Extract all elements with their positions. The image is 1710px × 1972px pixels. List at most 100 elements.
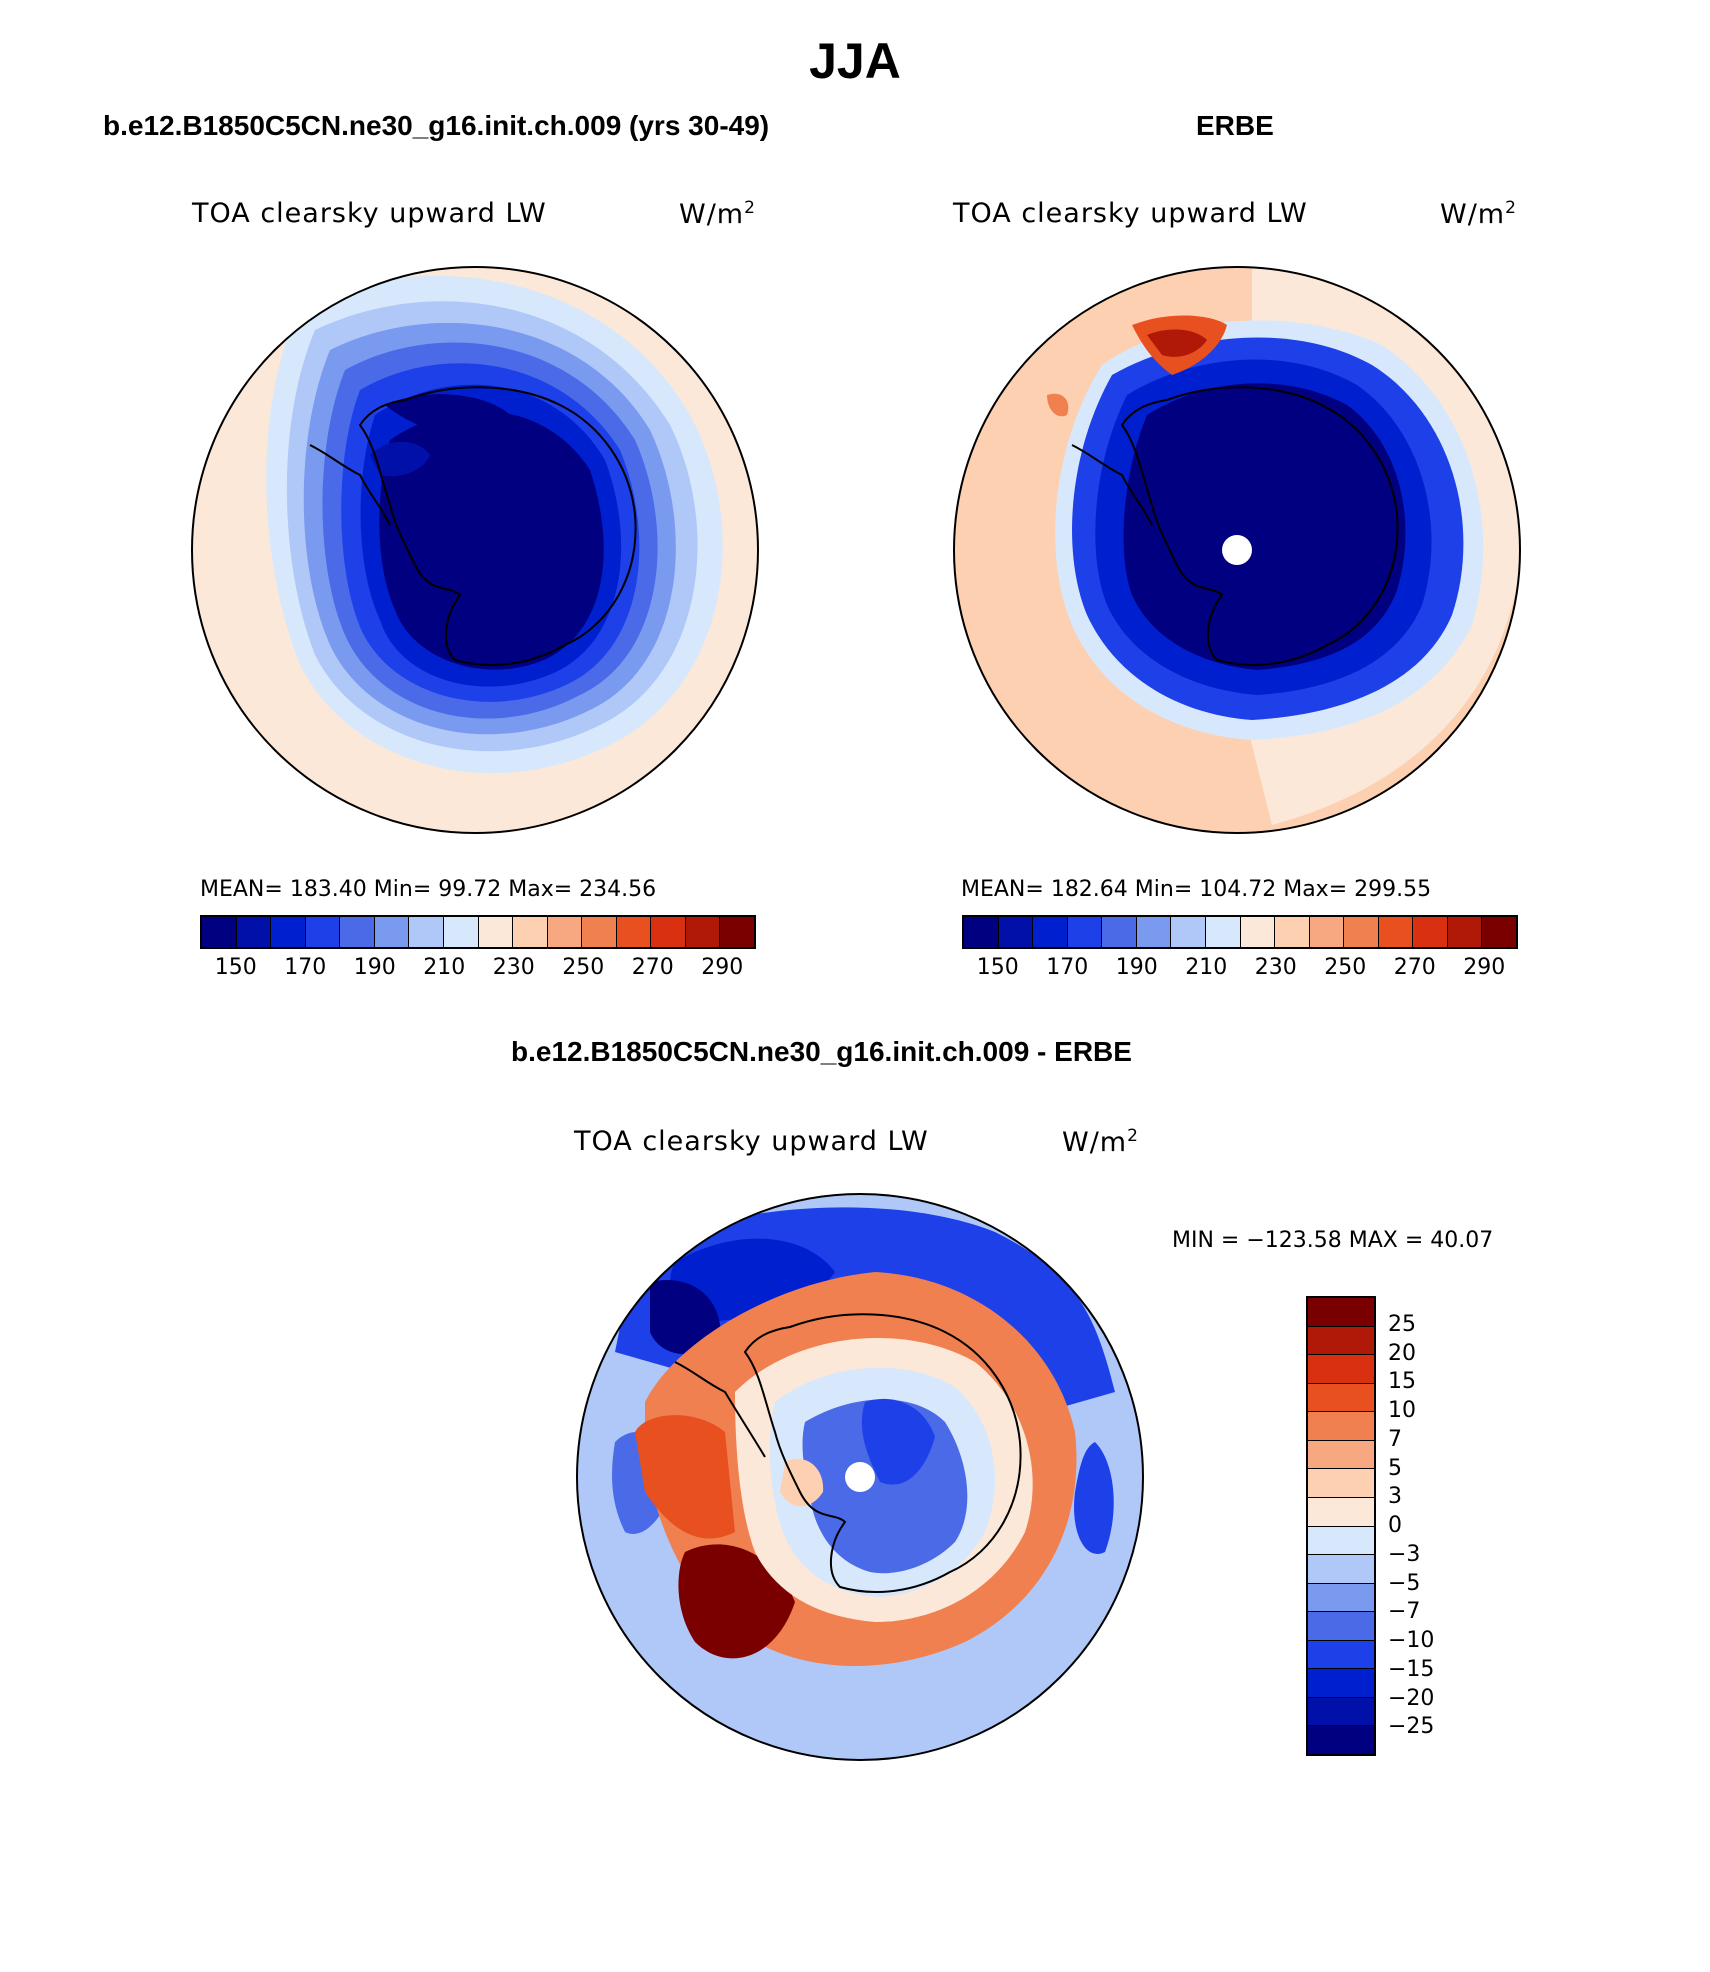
colorbar-tick-label: 270 xyxy=(631,955,674,980)
colorbar-box xyxy=(1344,917,1379,947)
colorbar-box xyxy=(1308,1411,1374,1440)
colorbar-box xyxy=(720,917,754,947)
colorbar-tick-label: 25 xyxy=(1388,1311,1416,1337)
colorbar-tick-label: −7 xyxy=(1388,1599,1421,1625)
colorbar-box xyxy=(1378,917,1414,947)
colorbar-box xyxy=(1102,917,1137,947)
obs-colorbar xyxy=(962,915,1518,949)
colorbar-tick-label: 270 xyxy=(1393,955,1436,980)
colorbar-tick-label: 15 xyxy=(1388,1369,1416,1395)
model-colorbar-ticks: 150 170 190 210 230 250 270 290 xyxy=(200,955,756,985)
obs-stats: MEAN= 182.64 Min= 104.72 Max= 299.55 xyxy=(961,877,1432,902)
colorbar-box xyxy=(1067,917,1103,947)
colorbar-box xyxy=(374,917,410,947)
colorbar-box xyxy=(582,917,617,947)
colorbar-tick-label: 210 xyxy=(423,955,466,980)
colorbar-tick-label: −3 xyxy=(1388,1541,1421,1567)
model-panel-title: b.e12.B1850C5CN.ne30_g16.init.ch.009 (yr… xyxy=(103,110,770,141)
colorbar-box xyxy=(964,917,999,947)
colorbar-tick-label: 3 xyxy=(1388,1484,1402,1510)
colorbar-box xyxy=(1308,1298,1374,1326)
colorbar-box xyxy=(1240,917,1276,947)
colorbar-box xyxy=(271,917,306,947)
colorbar-tick-label: 150 xyxy=(976,955,1019,980)
colorbar-box xyxy=(1308,1354,1374,1383)
colorbar-tick-label: 250 xyxy=(562,955,605,980)
colorbar-box xyxy=(305,917,341,947)
diff-colorbar-ticks: −25 −20 −15 −10 −7 −5 −3 0 3 5 7 10 15 20 25 xyxy=(1388,1296,1478,1756)
colorbar-box xyxy=(340,917,375,947)
colorbar-box xyxy=(202,917,237,947)
colorbar-tick-label: 5 xyxy=(1388,1455,1402,1481)
colorbar-tick-label: −15 xyxy=(1388,1656,1435,1682)
colorbar-box xyxy=(236,917,272,947)
colorbar-tick-label: 290 xyxy=(701,955,744,980)
colorbar-box xyxy=(1308,1611,1374,1640)
colorbar-box xyxy=(1308,1325,1374,1355)
diff-panel-title: b.e12.B1850C5CN.ne30_g16.init.ch.009 - E… xyxy=(511,1036,1132,1067)
model-variable-label: TOA clearsky upward LW xyxy=(192,198,547,229)
colorbar-box xyxy=(547,917,583,947)
diff-variable-label: TOA clearsky upward LW xyxy=(574,1126,929,1157)
colorbar-box xyxy=(1308,1468,1374,1497)
colorbar-tick-label: 150 xyxy=(214,955,257,980)
colorbar-tick-label: 190 xyxy=(353,955,396,980)
colorbar-box xyxy=(409,917,444,947)
obs-variable-label: TOA clearsky upward LW xyxy=(953,198,1308,229)
diff-polar-map xyxy=(576,1193,1144,1761)
diff-colorbar xyxy=(1306,1296,1376,1756)
colorbar-box xyxy=(616,917,652,947)
colorbar-tick-label: 230 xyxy=(1254,955,1297,980)
diff-units-label: W/m2 xyxy=(1062,1126,1139,1158)
colorbar-box xyxy=(1308,1554,1374,1583)
colorbar-tick-label: 20 xyxy=(1388,1340,1416,1366)
colorbar-box xyxy=(1309,917,1345,947)
colorbar-tick-label: 190 xyxy=(1115,955,1158,980)
colorbar-box xyxy=(443,917,479,947)
colorbar-box xyxy=(1308,1496,1374,1526)
colorbar-tick-label: 7 xyxy=(1388,1426,1402,1452)
colorbar-box xyxy=(1308,1582,1374,1612)
colorbar-box xyxy=(1308,1725,1374,1754)
colorbar-box xyxy=(1033,917,1068,947)
colorbar-box xyxy=(1308,1639,1374,1669)
colorbar-box xyxy=(1308,1696,1374,1726)
colorbar-box xyxy=(1308,1668,1374,1697)
obs-polar-map xyxy=(953,266,1521,834)
colorbar-tick-label: 230 xyxy=(492,955,535,980)
colorbar-box xyxy=(513,917,548,947)
model-colorbar xyxy=(200,915,756,949)
diff-stats: MIN = −123.58 MAX = 40.07 xyxy=(1172,1228,1494,1253)
obs-units-label: W/m2 xyxy=(1440,198,1517,230)
colorbar-box xyxy=(1413,917,1448,947)
colorbar-box xyxy=(478,917,514,947)
colorbar-tick-label: −25 xyxy=(1388,1714,1435,1740)
model-units-label: W/m2 xyxy=(679,198,756,230)
colorbar-tick-label: −20 xyxy=(1388,1685,1435,1711)
colorbar-box xyxy=(1308,1382,1374,1412)
colorbar-box xyxy=(1308,1439,1374,1469)
colorbar-tick-label: −5 xyxy=(1388,1570,1421,1596)
model-polar-map xyxy=(191,266,759,834)
model-stats: MEAN= 183.40 Min= 99.72 Max= 234.56 xyxy=(200,877,657,902)
colorbar-box xyxy=(1205,917,1241,947)
colorbar-box xyxy=(1308,1525,1374,1555)
colorbar-tick-label: −10 xyxy=(1388,1628,1435,1653)
colorbar-box xyxy=(651,917,686,947)
colorbar-box xyxy=(685,917,721,947)
obs-colorbar-ticks: 150 170 190 210 230 250 270 290 xyxy=(962,955,1518,985)
colorbar-tick-label: 170 xyxy=(1046,955,1089,980)
colorbar-box xyxy=(1171,917,1206,947)
colorbar-tick-label: 10 xyxy=(1388,1398,1416,1423)
colorbar-box xyxy=(1136,917,1172,947)
colorbar-box xyxy=(1447,917,1483,947)
colorbar-tick-label: 210 xyxy=(1185,955,1228,980)
colorbar-tick-label: 290 xyxy=(1463,955,1506,980)
colorbar-box xyxy=(1482,917,1516,947)
colorbar-tick-label: 250 xyxy=(1324,955,1367,980)
page-title: JJA xyxy=(809,33,901,89)
colorbar-box xyxy=(1275,917,1310,947)
colorbar-box xyxy=(998,917,1034,947)
colorbar-tick-label: 170 xyxy=(284,955,327,980)
colorbar-tick-label: 0 xyxy=(1388,1513,1402,1538)
